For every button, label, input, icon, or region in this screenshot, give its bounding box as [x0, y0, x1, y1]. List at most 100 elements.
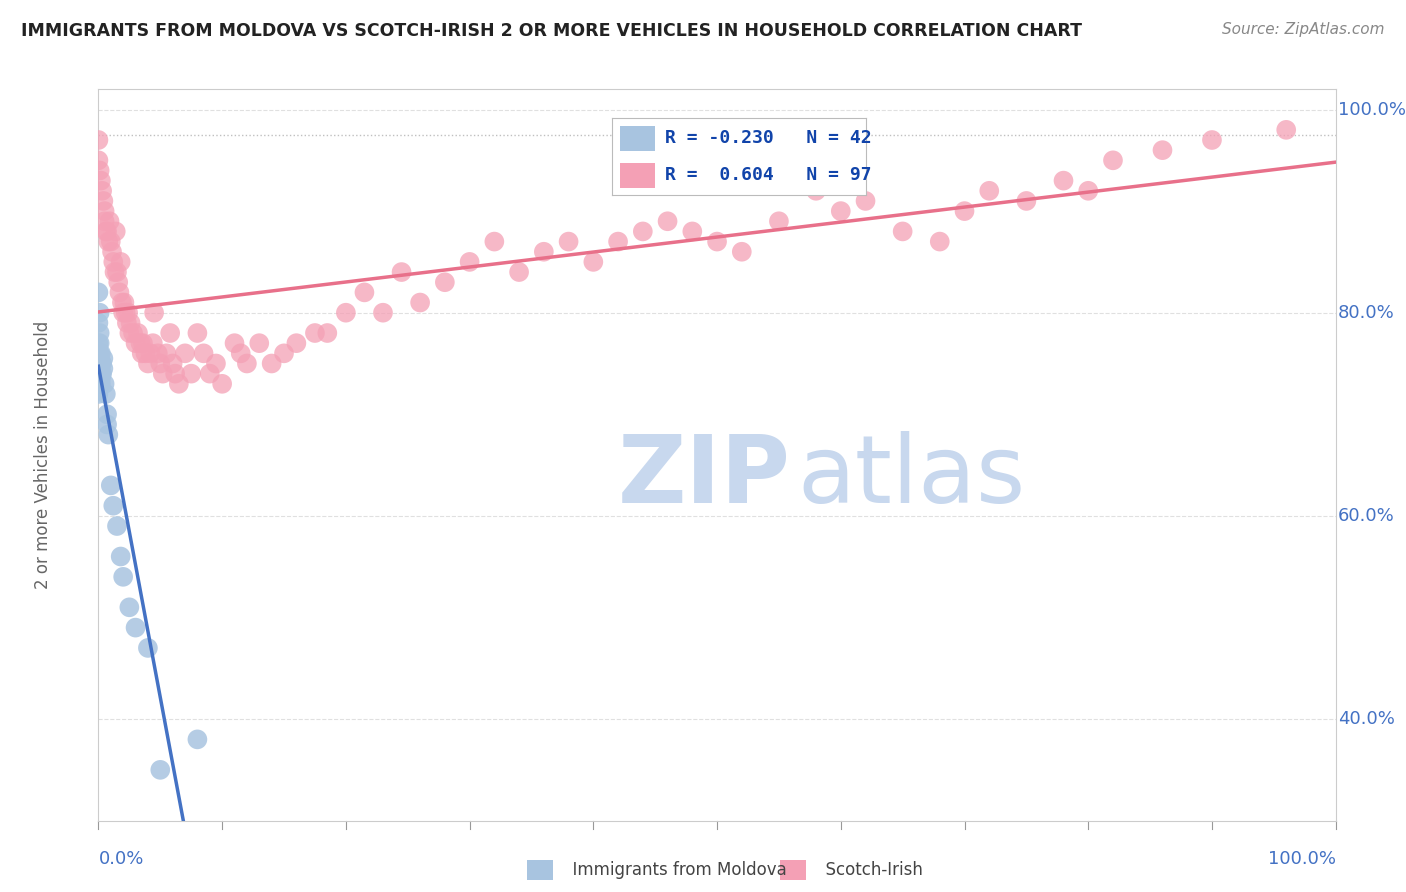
- Point: [706, 235, 728, 249]
- Point: [89, 163, 111, 178]
- Text: R = -0.230   N = 42: R = -0.230 N = 42: [665, 129, 872, 147]
- Point: [205, 356, 228, 371]
- Point: [105, 265, 128, 279]
- Point: [89, 376, 111, 391]
- Text: 80.0%: 80.0%: [1339, 303, 1395, 322]
- Point: [152, 367, 174, 381]
- Point: [87, 356, 110, 371]
- Point: [247, 336, 270, 351]
- Point: [118, 326, 141, 340]
- Point: [87, 153, 110, 168]
- Point: [89, 346, 111, 360]
- Point: [91, 367, 114, 381]
- Point: [93, 194, 115, 208]
- Text: 100.0%: 100.0%: [1268, 850, 1336, 868]
- Point: [91, 356, 114, 371]
- Point: [131, 346, 153, 360]
- Point: [115, 316, 138, 330]
- Point: [90, 372, 112, 386]
- Point: [101, 244, 124, 259]
- Point: [165, 367, 187, 381]
- Text: 0.0%: 0.0%: [98, 850, 143, 868]
- Point: [804, 184, 827, 198]
- Text: 60.0%: 60.0%: [1339, 507, 1395, 524]
- Point: [112, 295, 135, 310]
- Point: [353, 285, 375, 300]
- Text: 2 or more Vehicles in Household: 2 or more Vehicles in Household: [34, 321, 52, 589]
- Point: [1077, 184, 1099, 198]
- Point: [103, 265, 125, 279]
- Text: 40.0%: 40.0%: [1339, 710, 1395, 728]
- Text: ZIP: ZIP: [619, 431, 792, 523]
- Point: [89, 306, 111, 320]
- Point: [114, 306, 136, 320]
- Point: [198, 367, 221, 381]
- Point: [87, 285, 110, 300]
- Point: [89, 356, 111, 371]
- Point: [122, 326, 145, 340]
- Point: [87, 387, 110, 401]
- Point: [155, 346, 177, 360]
- Point: [484, 235, 506, 249]
- Point: [90, 367, 112, 381]
- Point: [103, 255, 125, 269]
- Point: [180, 367, 202, 381]
- Point: [105, 519, 128, 533]
- Point: [89, 326, 111, 340]
- Point: [89, 367, 111, 381]
- Point: [174, 346, 197, 360]
- Point: [1052, 173, 1074, 187]
- Point: [193, 346, 215, 360]
- Point: [409, 295, 432, 310]
- Text: Scotch-Irish: Scotch-Irish: [794, 861, 924, 879]
- Point: [186, 732, 208, 747]
- Point: [100, 478, 122, 492]
- Point: [112, 306, 135, 320]
- Point: [87, 336, 110, 351]
- Point: [304, 326, 326, 340]
- Point: [87, 372, 110, 386]
- Point: [96, 417, 118, 432]
- Text: R =  0.604   N = 97: R = 0.604 N = 97: [665, 166, 872, 185]
- Point: [607, 235, 630, 249]
- Point: [87, 376, 110, 391]
- Point: [768, 214, 790, 228]
- Point: [928, 235, 950, 249]
- Point: [129, 336, 152, 351]
- Point: [557, 235, 579, 249]
- Point: [93, 214, 115, 228]
- Point: [855, 194, 877, 208]
- Point: [104, 224, 127, 238]
- Point: [316, 326, 339, 340]
- Point: [224, 336, 246, 351]
- Point: [97, 235, 120, 249]
- Point: [631, 224, 654, 238]
- Point: [458, 255, 481, 269]
- Point: [236, 356, 259, 371]
- Point: [89, 351, 111, 366]
- Point: [371, 306, 394, 320]
- Point: [162, 356, 184, 371]
- Point: [108, 285, 131, 300]
- Text: Immigrants from Moldova: Immigrants from Moldova: [541, 861, 787, 879]
- Point: [93, 376, 115, 391]
- Point: [118, 600, 141, 615]
- Point: [891, 224, 914, 238]
- Point: [110, 549, 132, 564]
- Point: [136, 640, 159, 655]
- Point: [149, 356, 172, 371]
- Point: [93, 361, 115, 376]
- Point: [731, 244, 754, 259]
- Point: [127, 326, 149, 340]
- Point: [89, 361, 111, 376]
- Point: [112, 570, 135, 584]
- Point: [391, 265, 413, 279]
- Point: [94, 387, 117, 401]
- Point: [87, 133, 110, 147]
- Point: [98, 214, 121, 228]
- Point: [273, 346, 295, 360]
- Point: [211, 376, 233, 391]
- Point: [136, 356, 159, 371]
- Point: [124, 621, 146, 635]
- Point: [285, 336, 308, 351]
